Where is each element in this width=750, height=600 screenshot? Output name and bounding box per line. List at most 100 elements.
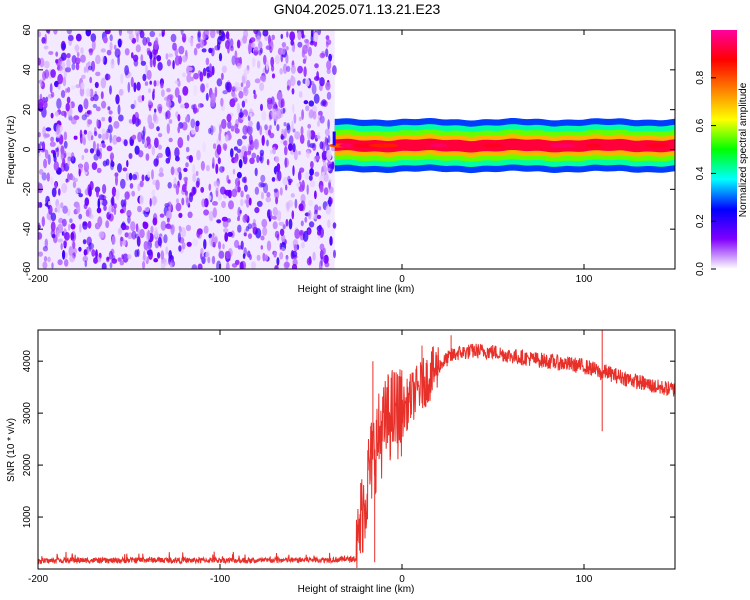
noise-cell <box>277 170 282 182</box>
noise-cell <box>92 140 96 151</box>
noise-cell <box>121 254 124 260</box>
noise-cell <box>267 99 273 110</box>
noise-cell <box>147 229 151 241</box>
noise-cell <box>149 80 152 85</box>
noise-cell <box>38 31 41 38</box>
noise-cell <box>223 228 229 233</box>
noise-cell <box>305 78 310 87</box>
noise-cell <box>307 228 311 236</box>
noise-cell <box>212 157 215 168</box>
noise-cell <box>324 254 329 263</box>
x-tick-label: 0 <box>399 574 405 585</box>
noise-cell <box>190 118 196 129</box>
noise-cell <box>274 230 280 239</box>
noise-cell <box>120 237 124 242</box>
noise-cell <box>303 100 309 105</box>
noise-cell <box>234 123 239 130</box>
noise-cell <box>152 90 155 101</box>
noise-cell <box>290 39 295 46</box>
noise-cell <box>44 133 50 138</box>
colorbar-label: Normalized spectral amplitude <box>738 82 749 217</box>
noise-cell <box>193 47 198 56</box>
noise-cell <box>137 183 141 192</box>
noise-cell <box>264 124 268 131</box>
noise-cell <box>117 163 122 173</box>
noise-cell <box>306 129 312 140</box>
noise-cell <box>55 123 60 135</box>
noise-cell <box>247 223 252 230</box>
noise-cell <box>273 188 278 193</box>
noise-cell <box>248 134 253 145</box>
noise-cell <box>98 133 102 139</box>
noise-cell <box>131 37 137 44</box>
figure-title: GN04.2025.071.13.21.E23 <box>274 1 441 17</box>
noise-cell <box>78 213 83 220</box>
noise-cell <box>177 137 184 149</box>
noise-cell <box>85 209 90 217</box>
noise-cell <box>178 45 185 55</box>
colorbar-gradient <box>711 30 737 269</box>
noise-cell <box>80 54 86 63</box>
noise-cell <box>308 109 314 119</box>
noise-cell <box>177 125 180 134</box>
x-tick-label: -200 <box>28 274 48 285</box>
noise-cell <box>181 55 188 63</box>
noise-cell <box>50 91 55 98</box>
noise-cell <box>245 194 250 200</box>
noise-cell <box>165 99 172 108</box>
noise-cell <box>225 261 230 269</box>
noise-cell <box>187 211 193 219</box>
noise-cell <box>157 252 161 259</box>
noise-cell <box>201 256 206 265</box>
noise-cell <box>87 61 91 68</box>
noise-cell <box>293 113 297 124</box>
noise-cell <box>136 81 141 91</box>
noise-cell <box>42 126 46 137</box>
noise-cell <box>45 96 49 103</box>
noise-cell <box>202 67 207 77</box>
noise-cell <box>168 119 173 124</box>
noise-cell <box>207 256 211 264</box>
noise-cell <box>189 192 193 203</box>
noise-cell <box>57 73 64 85</box>
noise-cell <box>329 197 334 205</box>
noise-cell <box>197 31 201 43</box>
noise-cell <box>160 82 164 89</box>
noise-cell <box>127 254 132 260</box>
noise-cell <box>319 249 324 260</box>
noise-cell <box>291 45 295 52</box>
noise-cell <box>57 259 63 266</box>
noise-cell <box>87 130 93 141</box>
noise-cell <box>224 232 229 242</box>
noise-cell <box>242 35 248 44</box>
noise-cell <box>276 91 283 101</box>
noise-cell <box>140 60 147 66</box>
noise-cell <box>115 94 120 105</box>
y-tick-label: 3000 <box>22 402 33 425</box>
y-tick-label: 60 <box>22 24 33 36</box>
noise-cell <box>237 138 243 147</box>
noise-cell <box>54 182 58 190</box>
noise-cell <box>246 65 250 71</box>
noise-cell <box>206 72 210 79</box>
noise-cell <box>244 213 248 221</box>
noise-cell <box>66 30 72 35</box>
y-tick-label: 2000 <box>22 454 33 477</box>
noise-cell <box>313 93 320 104</box>
noise-cell <box>298 116 302 122</box>
noise-cell <box>52 150 57 159</box>
noise-cell <box>222 220 229 228</box>
noise-cell <box>291 88 295 95</box>
noise-cell <box>294 228 301 239</box>
noise-cell <box>153 80 157 87</box>
noise-cell <box>142 261 146 269</box>
noise-cell <box>281 42 287 48</box>
noise-cell <box>170 166 175 176</box>
noise-cell <box>38 251 43 257</box>
noise-cell <box>65 178 69 183</box>
noise-cell <box>255 228 262 239</box>
noise-cell <box>121 221 126 227</box>
noise-cell <box>300 126 304 136</box>
noise-cell <box>304 216 308 223</box>
